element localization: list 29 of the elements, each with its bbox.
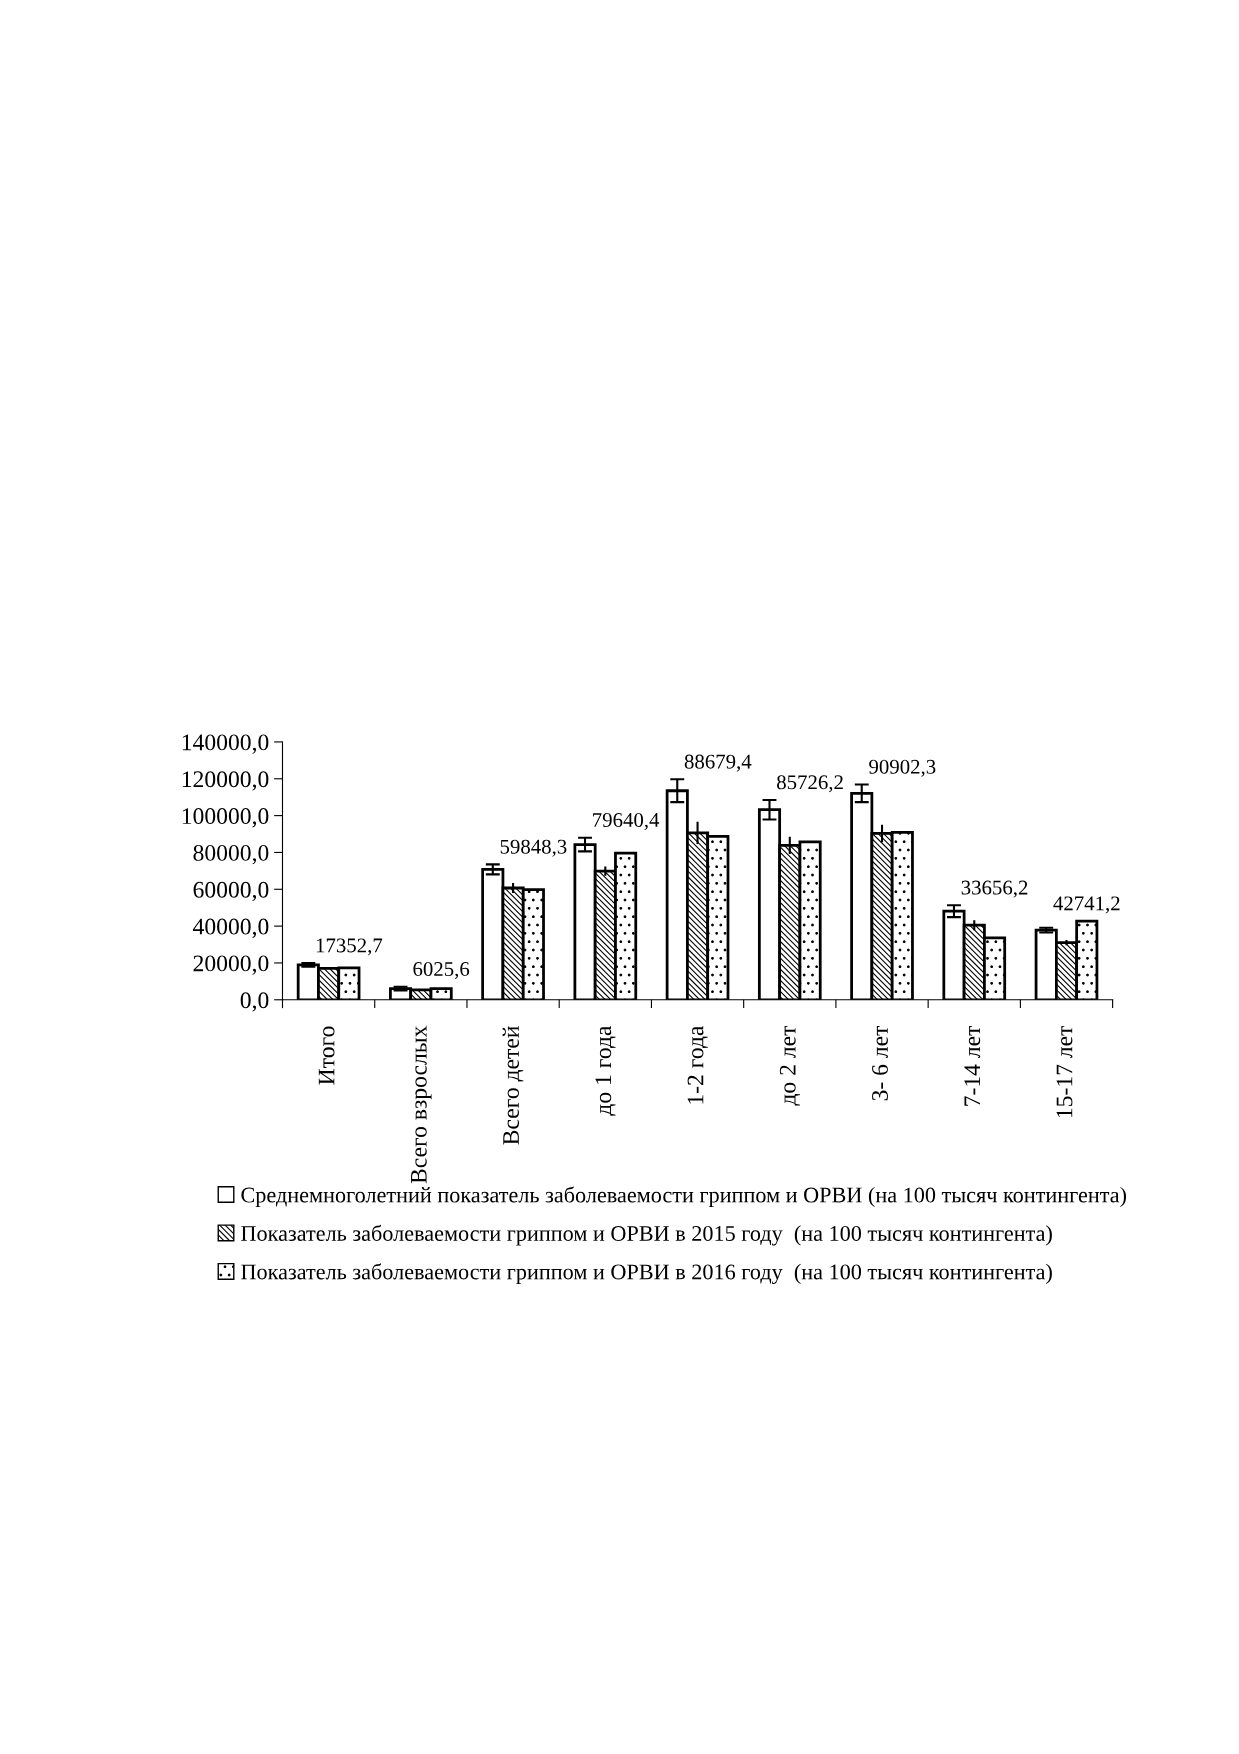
x-tick-label: Всего взрослых	[411, 1025, 432, 1184]
data-label: 42741,2	[1053, 896, 1120, 914]
y-tick-label: 100000,0	[182, 808, 269, 828]
x-tick-label: 1-2 года	[687, 1025, 708, 1104]
data-label: 17352,7	[316, 938, 383, 956]
data-label: 79640,4	[593, 812, 660, 831]
x-tick-label: Всего детей	[502, 1026, 524, 1145]
y-tick-label: 80000,0	[193, 844, 269, 865]
x-tick-label: до 1 года	[595, 1025, 616, 1116]
y-tick-label: 0,0	[240, 992, 269, 1012]
data-label: 85726,2	[777, 775, 843, 793]
y-tick-label: 60000,0	[193, 881, 269, 902]
data-label: 59848,3	[500, 839, 567, 857]
y-tick-label: 20000,0	[193, 955, 269, 975]
data-label: 33656,2	[961, 880, 1028, 898]
legend-label: Показатель заболеваемости гриппом и ОРВИ в 2015 году (на 100 тысяч контингента)	[241, 1224, 1052, 1246]
legend-label: Показатель заболеваемости гриппом и ОРВИ в 2016 году (на 100 тысяч контингента)	[241, 1263, 1052, 1285]
y-tick-label: 40000,0	[193, 918, 269, 938]
y-tick-label: 140000,0	[182, 734, 269, 754]
data-label: 6025,6	[413, 961, 470, 980]
legend-label: Среднемноголетний показатель заболеваемости гриппом и ОРВИ (на 100 тысяч контингента)	[241, 1186, 1127, 1208]
x-tick-label: 15-17 лет	[1056, 1025, 1073, 1118]
y-tick-label: 120000,0	[182, 771, 269, 791]
data-label: 90902,3	[869, 759, 936, 777]
x-tick-label: 3- 6 лет	[872, 1025, 888, 1101]
x-tick-label: 7-14 лет	[964, 1025, 981, 1106]
x-tick-label: Итого	[318, 1026, 335, 1085]
data-label: 88679,4	[684, 754, 752, 772]
x-tick-label: до 2 лет	[779, 1025, 801, 1106]
